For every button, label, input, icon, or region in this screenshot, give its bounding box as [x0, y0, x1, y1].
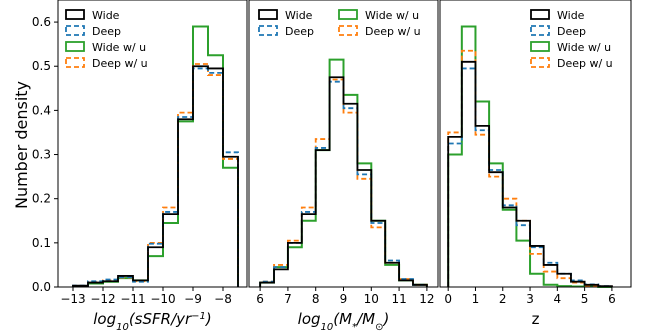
legend-swatch — [65, 41, 85, 52]
series-deep-w-u-step — [259, 78, 428, 287]
x-tick-label: 2 — [499, 292, 507, 306]
legend-label: Wide — [557, 9, 585, 22]
legend-swatch — [338, 9, 358, 20]
legend-swatch — [338, 25, 358, 36]
y-tick-label: 0.1 — [32, 236, 51, 250]
legend-label: Wide — [92, 9, 120, 22]
x-tick-label: 5 — [581, 292, 589, 306]
y-tick-label: 0.6 — [32, 15, 51, 29]
axes-frame — [57, 0, 248, 288]
y-tick-label: 0.0 — [32, 280, 51, 294]
x-tick-label: 8 — [312, 292, 320, 306]
x-tick-label: 12 — [419, 292, 434, 306]
panel-2: 6 7 8 9 10 11 12 log10(M*/M⊙) Wide Deep Wide w/ u D… — [248, 0, 439, 332]
legend-swatch — [258, 9, 278, 20]
y-axis-label: Number density — [12, 81, 31, 209]
x-tick-label: −10 — [150, 292, 175, 306]
series-deep-step — [72, 67, 239, 287]
legend-swatch — [65, 9, 85, 20]
legend-label: Wide w/ u — [557, 41, 611, 54]
series-wide-step — [259, 76, 428, 287]
legend: Wide Deep Wide w/ u Deep w/ u — [258, 9, 421, 38]
series-wide-step — [447, 60, 613, 288]
legend-label: Deep w/ u — [92, 57, 148, 70]
legend-swatch — [65, 25, 85, 36]
x-axis-label: log10(M*/M⊙) — [298, 310, 390, 332]
panels: −13 −12 −11 −10 −9 −8 0.0 0.1 0.2 0.3 0.4 0.5 0.6 log… — [32, 0, 632, 332]
x-tick-label: 7 — [284, 292, 292, 306]
x-tick-label: −9 — [184, 292, 202, 306]
axes-frame — [248, 0, 439, 288]
x-tick-label: −11 — [120, 292, 145, 306]
series-deep-w-u-step — [72, 63, 239, 288]
legend-swatch — [530, 57, 550, 68]
legend-swatch — [65, 57, 85, 68]
legend-label: Deep — [557, 25, 586, 38]
x-tick-label: −8 — [214, 292, 232, 306]
x-tick-label: −13 — [60, 292, 85, 306]
x-axis-label: log10(sSFR/yr−1) — [93, 310, 212, 332]
x-axis-label: z — [532, 310, 540, 328]
panel-3: 0 1 2 3 4 5 6 z Wide Deep Wide w/ u Deep w/ u — [439, 0, 632, 328]
legend-swatch — [530, 9, 550, 20]
legend-label: Deep w/ u — [365, 25, 421, 38]
x-tick-label: 4 — [554, 292, 562, 306]
y-tick-label: 0.4 — [32, 103, 51, 117]
legend-swatch — [530, 41, 550, 52]
x-tick-label: −12 — [90, 292, 115, 306]
x-tick-label: 6 — [608, 292, 616, 306]
legend-label: Deep w/ u — [557, 57, 613, 70]
x-tick-label: 11 — [391, 292, 406, 306]
legend-label: Wide w/ u — [365, 9, 419, 22]
legend: Wide Deep Wide w/ u Deep w/ u — [65, 9, 148, 70]
x-tick-label: 9 — [340, 292, 348, 306]
legend-label: Wide w/ u — [92, 41, 146, 54]
legend-swatch — [530, 25, 550, 36]
x-tick-label: 10 — [364, 292, 379, 306]
x-tick-label: 6 — [256, 292, 264, 306]
legend-label: Deep — [92, 25, 121, 38]
legend: Wide Deep Wide w/ u Deep w/ u — [530, 9, 613, 70]
legend-label: Wide — [285, 9, 313, 22]
legend-label: Deep — [285, 25, 314, 38]
series-wide-step — [72, 65, 239, 287]
y-tick-label: 0.3 — [32, 148, 51, 162]
axes-frame — [439, 0, 632, 288]
y-tick-label: 0.5 — [32, 59, 51, 73]
x-tick-label: 0 — [444, 292, 452, 306]
legend-swatch — [258, 25, 278, 36]
y-tick-label: 0.2 — [32, 192, 51, 206]
x-tick-label: 1 — [472, 292, 480, 306]
x-tick-label: 3 — [526, 292, 534, 306]
panel-1: −13 −12 −11 −10 −9 −8 0.0 0.1 0.2 0.3 0.4 0.5 0.6 log… — [32, 0, 248, 332]
